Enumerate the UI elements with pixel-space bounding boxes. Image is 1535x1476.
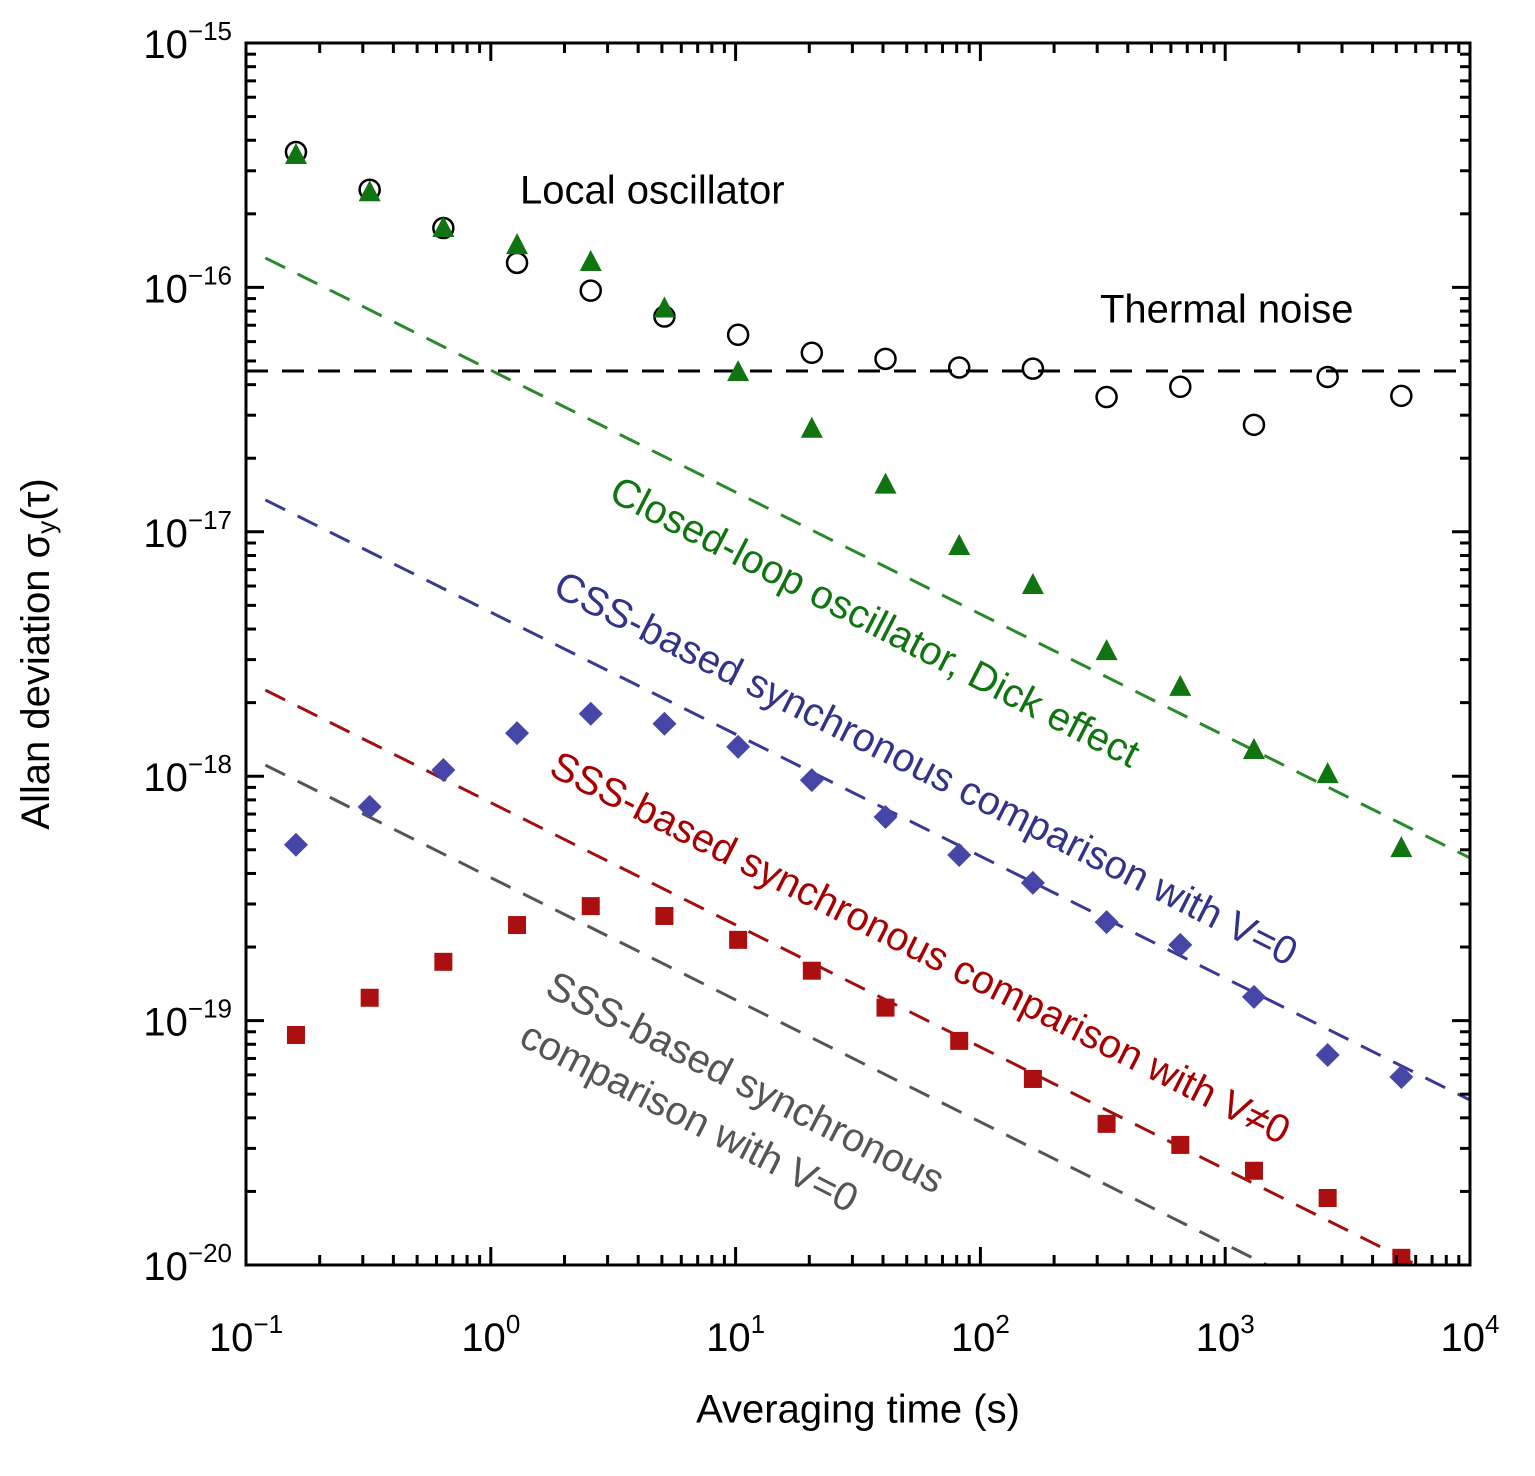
data-point [1389, 1064, 1414, 1089]
trend-line [264, 763, 1268, 1265]
data-point [434, 952, 453, 971]
data-point [1169, 674, 1192, 696]
y-tick-label: 10−16 [143, 260, 232, 311]
trend-line [264, 256, 1470, 860]
y-axis-label: Allan deviation σy(τ) [14, 478, 61, 829]
y-tick-label: 10−19 [143, 993, 232, 1044]
data-point [1021, 572, 1044, 594]
data-point [1021, 357, 1045, 380]
data-point [947, 842, 972, 867]
data-point [1023, 1069, 1042, 1088]
data-point [1242, 413, 1266, 437]
plot-area [246, 140, 1470, 1265]
data-point [799, 768, 824, 793]
data-point [508, 916, 527, 935]
data-point [876, 998, 895, 1017]
data-point [357, 794, 382, 819]
data-point [284, 143, 307, 165]
y-axis-label-sub: y [31, 521, 61, 534]
y-axis-label-part: Allan deviation σ [14, 533, 58, 829]
plot-frame [244, 41, 1472, 1267]
data-point [579, 279, 602, 302]
x-tick-label: 102 [951, 1309, 1010, 1360]
data-point [948, 533, 971, 555]
data-point [432, 216, 455, 238]
data-point [1169, 375, 1192, 399]
data-point [1020, 870, 1045, 895]
data-point [947, 356, 971, 379]
data-point [506, 233, 529, 255]
y-axis-label-part: (τ) [14, 478, 58, 520]
x-tick-label: 104 [1441, 1309, 1500, 1360]
data-point [579, 250, 602, 272]
trend-line [264, 498, 1470, 1102]
y-tick-label: 10−18 [143, 749, 232, 800]
data-point [726, 734, 751, 759]
data-point [1242, 737, 1265, 759]
data-point [358, 180, 381, 202]
data-point [505, 251, 529, 275]
x-tick-label: 10−1 [209, 1309, 283, 1360]
x-axis-label: Averaging time (s) [696, 1388, 1020, 1432]
data-point [1316, 365, 1339, 389]
y-tick-label: 10−15 [143, 16, 232, 67]
data-point [1315, 1043, 1340, 1068]
annotation: Local oscillator [520, 169, 785, 213]
data-point [1171, 1135, 1190, 1154]
data-point [950, 1031, 969, 1050]
data-point [1390, 384, 1413, 408]
x-tick-label: 100 [461, 1309, 520, 1360]
data-point [1241, 984, 1266, 1009]
data-point [874, 472, 897, 494]
data-point [1390, 836, 1413, 858]
data-point [1244, 1161, 1263, 1180]
data-point [1316, 762, 1339, 784]
data-point [1168, 932, 1193, 957]
data-point [1095, 385, 1118, 409]
x-tick-label: 101 [706, 1309, 765, 1360]
x-tick-label: 103 [1196, 1309, 1255, 1360]
data-point [286, 1026, 305, 1045]
data-point [1094, 910, 1119, 935]
data-point [655, 906, 674, 925]
data-point [802, 961, 821, 980]
data-point [727, 360, 750, 382]
data-point [729, 930, 748, 949]
data-point [431, 758, 456, 783]
data-point [800, 416, 823, 438]
data-point [653, 296, 676, 318]
y-tick-label: 10−20 [143, 1238, 232, 1289]
data-point [800, 341, 824, 365]
y-tick-label: 10−17 [143, 505, 232, 556]
data-point [505, 721, 530, 746]
data-point [1318, 1188, 1337, 1207]
data-point [652, 711, 677, 736]
data-point [1095, 639, 1118, 661]
data-point [1097, 1114, 1116, 1133]
data-point [873, 804, 898, 829]
data-point [283, 832, 308, 857]
data-point [581, 897, 600, 916]
data-point [726, 323, 750, 347]
annotation: Thermal noise [1100, 288, 1353, 332]
data-point [578, 701, 603, 726]
data-point [874, 347, 897, 371]
data-point [360, 988, 379, 1007]
